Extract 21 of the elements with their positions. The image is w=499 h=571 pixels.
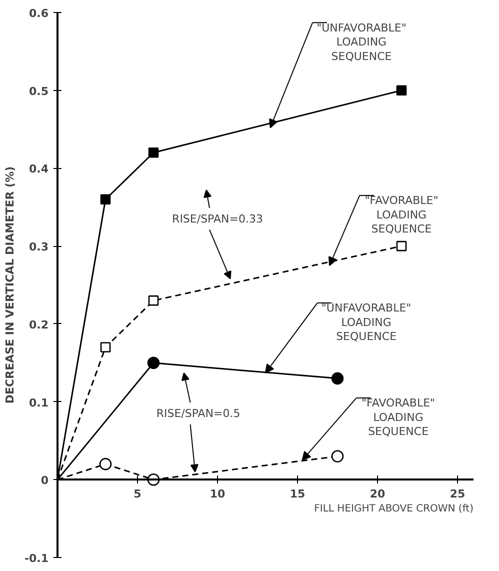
y-tick-label: 0.4	[29, 162, 49, 176]
y-tick-label: 0	[40, 474, 49, 488]
y-tick-label: -0.1	[24, 552, 49, 565]
y-tick-label: 0.5	[29, 84, 49, 98]
annotation: "FAVORABLE" LOADING SEQUENCE	[362, 396, 436, 438]
x-tick-label: 10	[210, 488, 226, 501]
x-tick-label: 25	[450, 488, 466, 501]
x-tick-label: 20	[370, 488, 386, 501]
y-tick-label: 0.3	[29, 240, 49, 254]
annotation: "FAVORABLE" LOADING SEQUENCE	[364, 194, 438, 236]
y-tick-label: 0.2	[29, 318, 49, 332]
annotation: RISE/SPAN=0.33	[172, 212, 263, 226]
annotation: "UNFAVORABLE" LOADING SEQUENCE	[316, 21, 406, 63]
x-tick-label: 15	[290, 488, 306, 501]
x-tick-label: 5	[134, 488, 142, 501]
annotation: RISE/SPAN=0.5	[156, 406, 240, 420]
y-tick-label: 0.1	[29, 396, 49, 410]
y-axis-title: DECREASE IN VERTICAL DIAMETER (%)	[3, 166, 16, 404]
y-tick-label: 0.6	[29, 7, 49, 20]
annotation: "UNFAVORABLE" LOADING SEQUENCE	[321, 302, 412, 344]
x-axis-title: FILL HEIGHT ABOVE CROWN (ft)	[314, 504, 474, 515]
